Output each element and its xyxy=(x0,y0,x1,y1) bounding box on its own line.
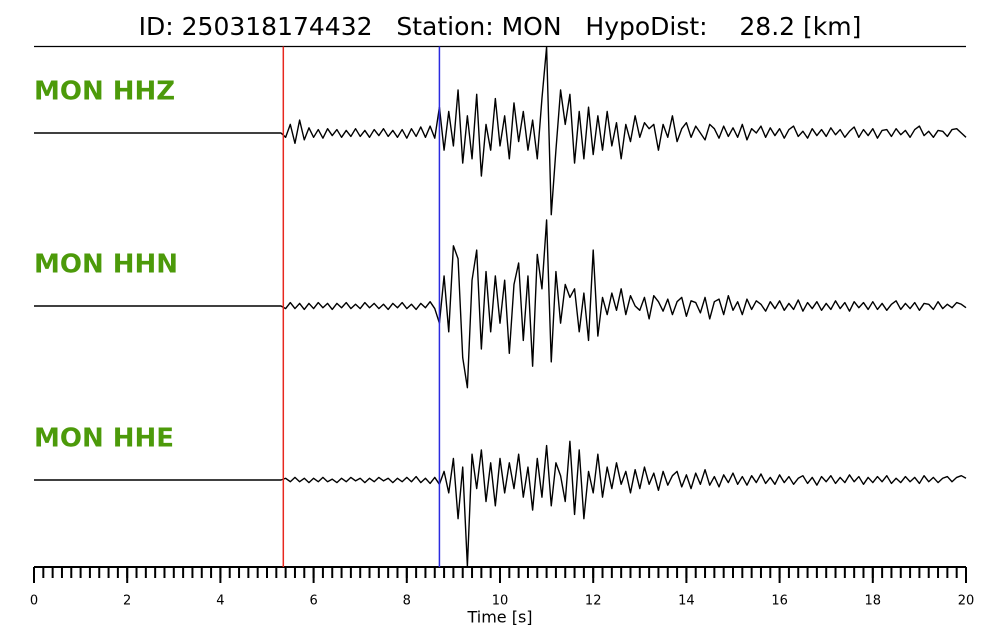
trace-label: MON HHE xyxy=(34,424,174,454)
trace-label: MON HHZ xyxy=(34,77,175,107)
x-tick-label: 16 xyxy=(771,594,788,609)
x-tick-label: 6 xyxy=(309,594,317,609)
x-tick-label: 4 xyxy=(216,594,224,609)
x-axis-label: Time [s] xyxy=(466,608,532,627)
trace xyxy=(34,440,967,567)
x-tick-label: 2 xyxy=(123,594,131,609)
x-tick-label: 12 xyxy=(585,594,602,609)
x-tick-label: 18 xyxy=(865,594,882,609)
x-tick-label: 14 xyxy=(678,594,695,609)
trace-label: MON HHN xyxy=(34,250,178,280)
trace xyxy=(34,219,967,389)
x-tick-label: 20 xyxy=(958,594,975,609)
x-tick-label: 8 xyxy=(403,594,411,609)
trace xyxy=(34,46,967,216)
x-tick-label: 10 xyxy=(492,594,509,609)
x-tick-label: 0 xyxy=(30,594,38,609)
chart-title: ID: 250318174432 Station: MON HypoDist: … xyxy=(139,12,862,41)
